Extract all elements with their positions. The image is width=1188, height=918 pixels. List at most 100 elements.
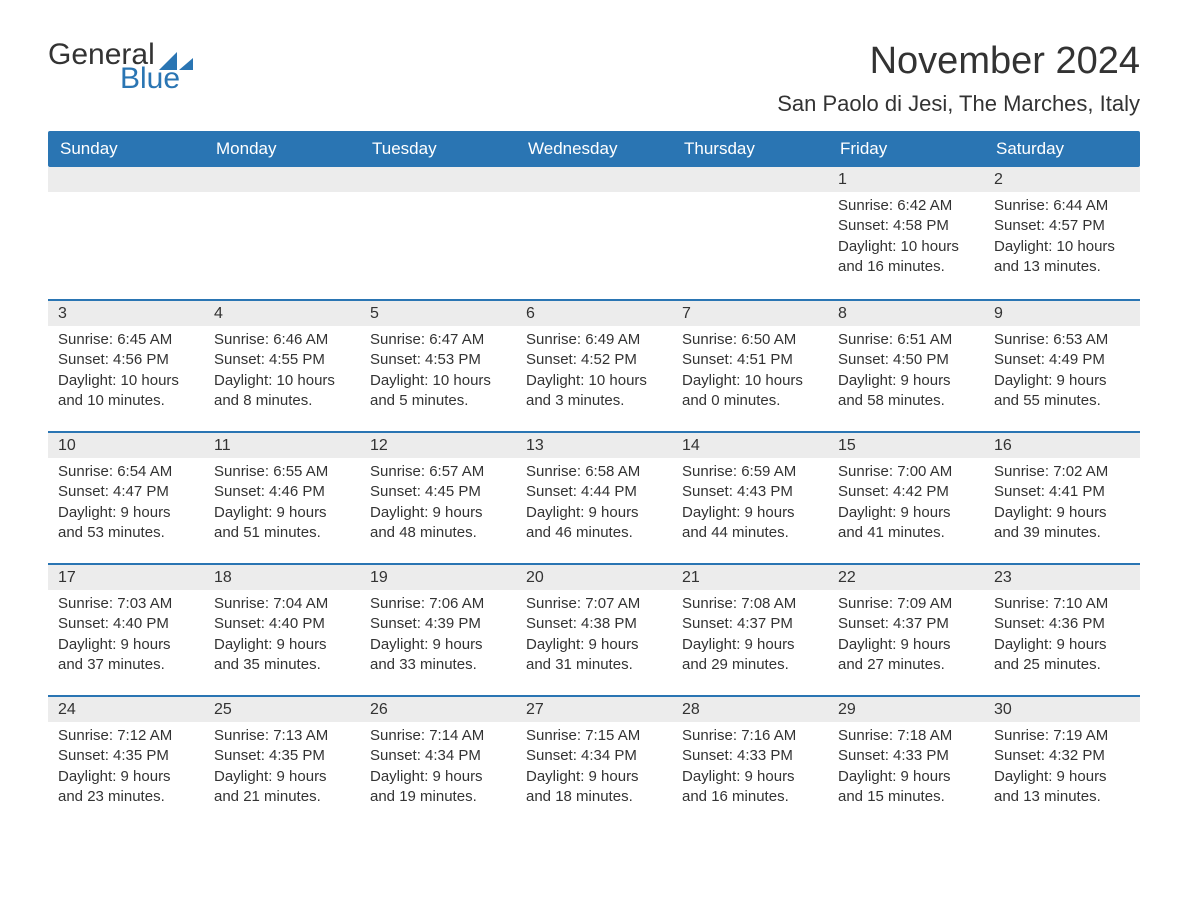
day-number: 19 bbox=[360, 565, 516, 590]
day-sunrise: Sunrise: 6:51 AM bbox=[838, 330, 974, 350]
day-cell: 23Sunrise: 7:10 AMSunset: 4:36 PMDayligh… bbox=[984, 565, 1140, 695]
day-sunrise: Sunrise: 6:46 AM bbox=[214, 330, 350, 350]
day-sunrise: Sunrise: 7:02 AM bbox=[994, 462, 1130, 482]
day-cell: 5Sunrise: 6:47 AMSunset: 4:53 PMDaylight… bbox=[360, 301, 516, 431]
day-cell: 6Sunrise: 6:49 AMSunset: 4:52 PMDaylight… bbox=[516, 301, 672, 431]
day-body: Sunrise: 6:51 AMSunset: 4:50 PMDaylight:… bbox=[828, 326, 984, 421]
day-cell: 20 Sunrise: 7:07 AMSunset: 4:38 PMDayligh… bbox=[516, 565, 672, 695]
day-body: Sunrise: 6:49 AMSunset: 4:52 PMDaylight:… bbox=[516, 326, 672, 421]
day-body: Sunrise: 6:44 AMSunset: 4:57 PMDaylight:… bbox=[984, 192, 1140, 287]
day-daylight2: and 35 minutes. bbox=[214, 655, 350, 675]
day-sunrise: Sunrise: 6:45 AM bbox=[58, 330, 194, 350]
day-sunrise: Sunrise: 7:16 AM bbox=[682, 726, 818, 746]
day-daylight1: Daylight: 9 hours bbox=[682, 503, 818, 523]
day-sunrise: Sunrise: 7:08 AM bbox=[682, 594, 818, 614]
day-body: Sunrise: 6:59 AMSunset: 4:43 PMDaylight:… bbox=[672, 458, 828, 553]
day-daylight1: Daylight: 9 hours bbox=[838, 371, 974, 391]
day-number: 8 bbox=[828, 301, 984, 326]
day-cell: 29Sunrise: 7:18 AMSunset: 4:33 PMDayligh… bbox=[828, 697, 984, 827]
day-daylight1: Daylight: 9 hours bbox=[994, 371, 1130, 391]
day-cell: 9Sunrise: 6:53 AMSunset: 4:49 PMDaylight… bbox=[984, 301, 1140, 431]
day-number: 6 bbox=[516, 301, 672, 326]
day-daylight1: Daylight: 9 hours bbox=[682, 767, 818, 787]
day-daylight1: Daylight: 9 hours bbox=[526, 767, 662, 787]
day-number: 7 bbox=[672, 301, 828, 326]
day-number: 13 bbox=[516, 433, 672, 458]
day-cell: 13Sunrise: 6:58 AMSunset: 4:44 PMDayligh… bbox=[516, 433, 672, 563]
day-daylight1: Daylight: 10 hours bbox=[370, 371, 506, 391]
day-daylight1: Daylight: 9 hours bbox=[214, 635, 350, 655]
day-number bbox=[48, 167, 204, 192]
day-sunrise: Sunrise: 7:18 AM bbox=[838, 726, 974, 746]
day-cell: 2Sunrise: 6:44 AMSunset: 4:57 PMDaylight… bbox=[984, 167, 1140, 299]
day-daylight1: Daylight: 9 hours bbox=[58, 503, 194, 523]
day-sunset: Sunset: 4:32 PM bbox=[994, 746, 1130, 766]
dow-cell: Monday bbox=[204, 131, 360, 167]
day-cell: 3Sunrise: 6:45 AMSunset: 4:56 PMDaylight… bbox=[48, 301, 204, 431]
day-cell: 19Sunrise: 7:06 AMSunset: 4:39 PMDayligh… bbox=[360, 565, 516, 695]
day-daylight1: Daylight: 9 hours bbox=[214, 767, 350, 787]
day-daylight2: and 21 minutes. bbox=[214, 787, 350, 807]
day-sunset: Sunset: 4:52 PM bbox=[526, 350, 662, 370]
day-body: Sunrise: 6:47 AMSunset: 4:53 PMDaylight:… bbox=[360, 326, 516, 421]
day-cell: 25Sunrise: 7:13 AMSunset: 4:35 PMDayligh… bbox=[204, 697, 360, 827]
day-daylight1: Daylight: 9 hours bbox=[838, 503, 974, 523]
day-daylight1: Daylight: 9 hours bbox=[370, 635, 506, 655]
day-daylight1: Daylight: 10 hours bbox=[526, 371, 662, 391]
day-sunset: Sunset: 4:40 PM bbox=[214, 614, 350, 634]
day-body: Sunrise: 7:19 AMSunset: 4:32 PMDaylight:… bbox=[984, 722, 1140, 817]
day-body: Sunrise: 7:18 AMSunset: 4:33 PMDaylight:… bbox=[828, 722, 984, 817]
day-sunrise: Sunrise: 7:07 AM bbox=[526, 594, 662, 614]
day-daylight1: Daylight: 9 hours bbox=[526, 503, 662, 523]
day-number: 20 bbox=[516, 565, 672, 590]
day-cell: 11Sunrise: 6:55 AMSunset: 4:46 PMDayligh… bbox=[204, 433, 360, 563]
day-sunset: Sunset: 4:56 PM bbox=[58, 350, 194, 370]
day-cell: 12Sunrise: 6:57 AMSunset: 4:45 PMDayligh… bbox=[360, 433, 516, 563]
day-number: 2 bbox=[984, 167, 1140, 192]
day-number: 3 bbox=[48, 301, 204, 326]
day-sunset: Sunset: 4:44 PM bbox=[526, 482, 662, 502]
day-cell: 22Sunrise: 7:09 AMSunset: 4:37 PMDayligh… bbox=[828, 565, 984, 695]
day-cell: 27Sunrise: 7:15 AMSunset: 4:34 PMDayligh… bbox=[516, 697, 672, 827]
day-daylight2: and 10 minutes. bbox=[58, 391, 194, 411]
day-cell: 4Sunrise: 6:46 AMSunset: 4:55 PMDaylight… bbox=[204, 301, 360, 431]
day-number: 14 bbox=[672, 433, 828, 458]
day-sunrise: Sunrise: 6:53 AM bbox=[994, 330, 1130, 350]
day-number: 15 bbox=[828, 433, 984, 458]
day-daylight2: and 41 minutes. bbox=[838, 523, 974, 543]
day-body: Sunrise: 6:45 AMSunset: 4:56 PMDaylight:… bbox=[48, 326, 204, 421]
day-cell: 8Sunrise: 6:51 AMSunset: 4:50 PMDaylight… bbox=[828, 301, 984, 431]
day-body: Sunrise: 6:57 AMSunset: 4:45 PMDaylight:… bbox=[360, 458, 516, 553]
day-cell-empty bbox=[360, 167, 516, 299]
day-number: 27 bbox=[516, 697, 672, 722]
day-number: 28 bbox=[672, 697, 828, 722]
day-body: Sunrise: 7:14 AMSunset: 4:34 PMDaylight:… bbox=[360, 722, 516, 817]
day-number: 4 bbox=[204, 301, 360, 326]
day-daylight2: and 16 minutes. bbox=[682, 787, 818, 807]
day-of-week-header: SundayMondayTuesdayWednesdayThursdayFrid… bbox=[48, 131, 1140, 167]
day-sunset: Sunset: 4:38 PM bbox=[526, 614, 662, 634]
day-sunset: Sunset: 4:53 PM bbox=[370, 350, 506, 370]
day-daylight2: and 19 minutes. bbox=[370, 787, 506, 807]
day-body: Sunrise: 7:10 AMSunset: 4:36 PMDaylight:… bbox=[984, 590, 1140, 685]
day-cell: 26Sunrise: 7:14 AMSunset: 4:34 PMDayligh… bbox=[360, 697, 516, 827]
day-number: 18 bbox=[204, 565, 360, 590]
day-number: 30 bbox=[984, 697, 1140, 722]
week-row: 24Sunrise: 7:12 AMSunset: 4:35 PMDayligh… bbox=[48, 695, 1140, 827]
day-daylight2: and 13 minutes. bbox=[994, 257, 1130, 277]
day-number: 12 bbox=[360, 433, 516, 458]
day-daylight2: and 48 minutes. bbox=[370, 523, 506, 543]
day-sunset: Sunset: 4:39 PM bbox=[370, 614, 506, 634]
day-sunset: Sunset: 4:33 PM bbox=[838, 746, 974, 766]
day-daylight1: Daylight: 9 hours bbox=[994, 767, 1130, 787]
day-sunrise: Sunrise: 7:04 AM bbox=[214, 594, 350, 614]
day-cell-empty bbox=[672, 167, 828, 299]
day-number bbox=[204, 167, 360, 192]
month-title: November 2024 bbox=[777, 40, 1140, 83]
day-sunrise: Sunrise: 7:10 AM bbox=[994, 594, 1130, 614]
day-daylight1: Daylight: 9 hours bbox=[526, 635, 662, 655]
calendar: SundayMondayTuesdayWednesdayThursdayFrid… bbox=[48, 131, 1140, 827]
day-cell: 21Sunrise: 7:08 AMSunset: 4:37 PMDayligh… bbox=[672, 565, 828, 695]
dow-cell: Tuesday bbox=[360, 131, 516, 167]
day-daylight1: Daylight: 9 hours bbox=[994, 503, 1130, 523]
